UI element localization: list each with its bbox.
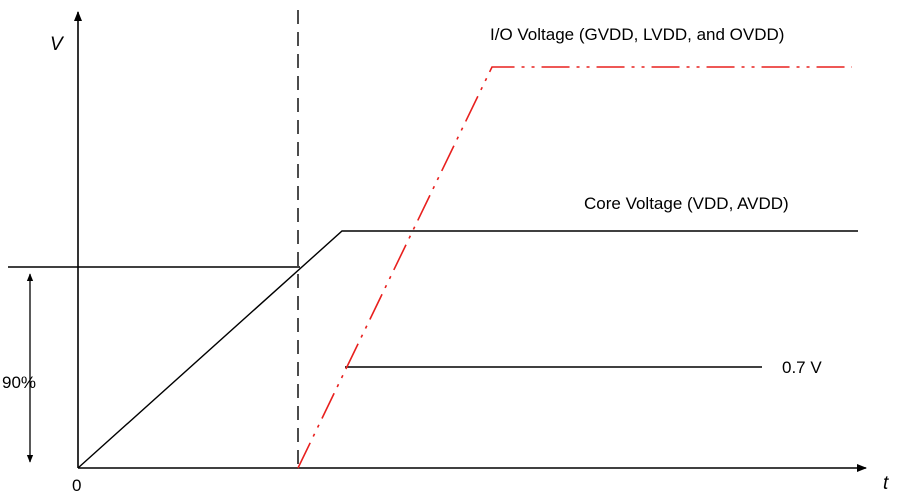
core-voltage-trace	[77, 230, 858, 469]
io-voltage-label: I/O Voltage (GVDD, LVDD, and OVDD)	[490, 25, 784, 44]
core-voltage-label: Core Voltage (VDD, AVDD)	[584, 194, 789, 213]
threshold-label: 0.7 V	[782, 358, 822, 377]
io-voltage-trace	[297, 66, 852, 469]
percent-label: 90%	[2, 373, 36, 392]
x-axis-label: t	[883, 473, 889, 494]
y-axis-label: V	[50, 34, 65, 55]
origin-label: 0	[72, 476, 81, 494]
